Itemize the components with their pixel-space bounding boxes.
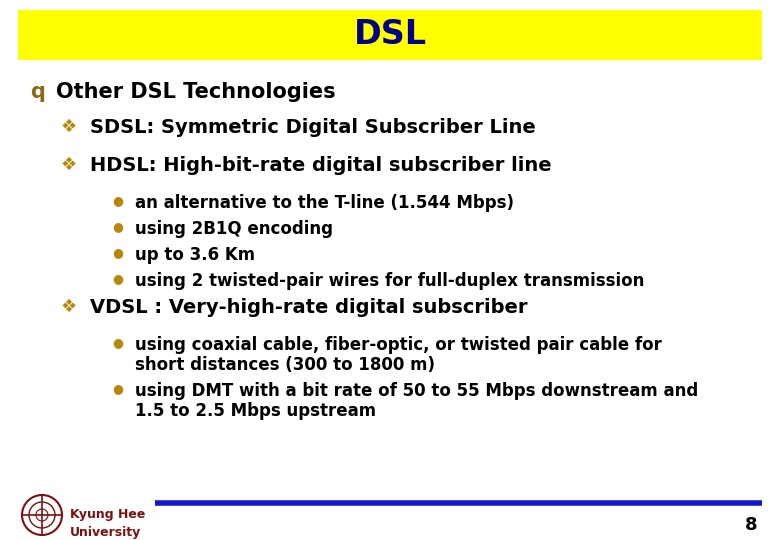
Text: q: q — [30, 82, 45, 102]
Text: ●: ● — [112, 220, 123, 233]
Text: ●: ● — [112, 336, 123, 349]
Text: ●: ● — [112, 272, 123, 285]
FancyBboxPatch shape — [18, 10, 762, 60]
Text: using 2B1Q encoding: using 2B1Q encoding — [135, 220, 333, 238]
Text: up to 3.6 Km: up to 3.6 Km — [135, 246, 255, 264]
Text: ❖: ❖ — [60, 118, 76, 136]
Text: Kyung Hee
University: Kyung Hee University — [70, 508, 145, 539]
Text: an alternative to the T-line (1.544 Mbps): an alternative to the T-line (1.544 Mbps… — [135, 194, 514, 212]
Text: Other DSL Technologies: Other DSL Technologies — [56, 82, 335, 102]
Text: 8: 8 — [746, 516, 758, 534]
Text: ●: ● — [112, 382, 123, 395]
Text: VDSL : Very-high-rate digital subscriber: VDSL : Very-high-rate digital subscriber — [90, 298, 527, 317]
Text: SDSL: Symmetric Digital Subscriber Line: SDSL: Symmetric Digital Subscriber Line — [90, 118, 536, 137]
Text: DSL: DSL — [353, 18, 427, 51]
Text: 1.5 to 2.5 Mbps upstream: 1.5 to 2.5 Mbps upstream — [135, 402, 376, 420]
Text: using coaxial cable, fiber-optic, or twisted pair cable for: using coaxial cable, fiber-optic, or twi… — [135, 336, 662, 354]
Text: HDSL: High-bit-rate digital subscriber line: HDSL: High-bit-rate digital subscriber l… — [90, 156, 551, 175]
Text: short distances (300 to 1800 m): short distances (300 to 1800 m) — [135, 356, 435, 374]
Text: ❖: ❖ — [60, 298, 76, 316]
Text: ●: ● — [112, 194, 123, 207]
Text: ●: ● — [112, 246, 123, 259]
Text: using 2 twisted-pair wires for full-duplex transmission: using 2 twisted-pair wires for full-dupl… — [135, 272, 644, 290]
Text: ❖: ❖ — [60, 156, 76, 174]
Text: using DMT with a bit rate of 50 to 55 Mbps downstream and: using DMT with a bit rate of 50 to 55 Mb… — [135, 382, 698, 400]
